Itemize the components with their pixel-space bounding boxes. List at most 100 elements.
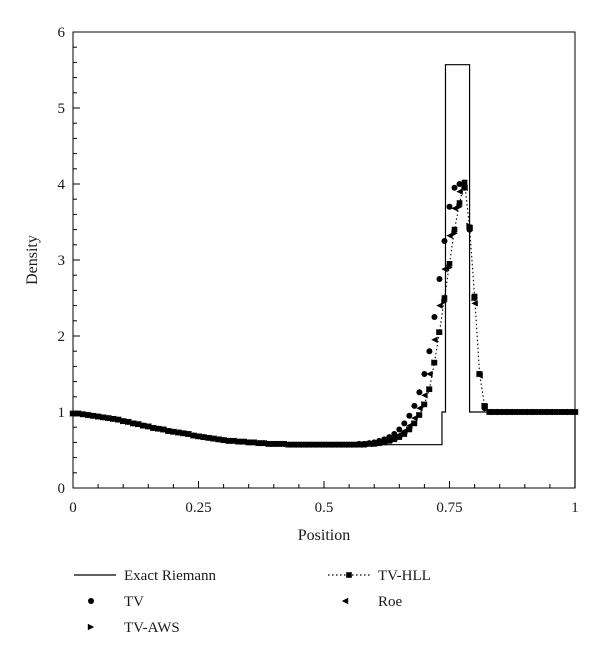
data-point (165, 427, 172, 435)
data-point (441, 295, 448, 301)
data-point (381, 438, 388, 445)
data-point (335, 441, 343, 448)
data-point (340, 441, 348, 448)
data-point (185, 430, 192, 438)
data-point (526, 408, 534, 416)
data-point (481, 403, 488, 410)
data-point (114, 416, 122, 423)
data-point (516, 408, 523, 416)
data-point (270, 440, 277, 448)
data-point (250, 439, 257, 446)
data-point (305, 441, 313, 448)
y-axis-label: Density (24, 235, 41, 285)
data-point (225, 437, 232, 445)
data-point (486, 408, 493, 416)
data-point (99, 414, 107, 421)
data-point (220, 436, 227, 444)
legend-label: TV-HLL (378, 568, 431, 584)
data-point (406, 422, 413, 429)
data-point (150, 424, 157, 432)
y-tick-label: 5 (58, 101, 66, 117)
x-tick-label: 0 (69, 500, 77, 516)
data-point (451, 184, 458, 191)
data-point (426, 386, 433, 392)
data-point (280, 440, 288, 448)
series-tv (70, 181, 578, 448)
data-point (155, 425, 162, 432)
data-point (371, 439, 378, 447)
data-point (79, 411, 87, 418)
data-point (561, 408, 569, 416)
data-point (260, 439, 267, 447)
data-point (426, 370, 433, 378)
data-point (295, 441, 303, 448)
data-point (84, 411, 92, 419)
data-point (411, 414, 418, 422)
x-tick-label: 0.25 (185, 500, 211, 516)
plot-area (69, 64, 579, 488)
data-point (310, 441, 318, 448)
data-point (546, 408, 554, 416)
y-tick-label: 0 (58, 481, 66, 497)
data-point (180, 430, 187, 437)
data-point (120, 417, 127, 425)
legend-item-exact-riemann: Exact Riemann (74, 568, 217, 584)
data-point (210, 435, 217, 442)
data-point (441, 265, 448, 273)
data-point (300, 441, 308, 448)
data-point (436, 302, 443, 309)
data-point (245, 439, 252, 446)
data-point (461, 184, 468, 191)
plot-frame (72, 31, 576, 489)
x-tick-label: 0.5 (315, 500, 334, 516)
data-point (416, 412, 423, 418)
y-tick-label: 4 (58, 177, 66, 193)
axes: 0 0.25 0.5 0.75 1 0 1 2 3 4 5 6 (58, 25, 579, 516)
data-point (130, 420, 137, 427)
data-point (456, 200, 463, 206)
data-point (556, 408, 564, 416)
data-point (205, 434, 212, 442)
data-point (275, 440, 283, 448)
data-point (466, 224, 473, 232)
data-point (476, 372, 483, 379)
data-point (406, 426, 413, 433)
data-point (325, 441, 333, 448)
data-point (446, 203, 453, 210)
data-point (406, 412, 413, 419)
data-point (456, 181, 463, 187)
y-tick-label: 6 (58, 25, 66, 41)
data-point (461, 179, 468, 186)
legend-label: TV (124, 594, 144, 610)
data-point (536, 408, 544, 416)
x-axis-label: Position (298, 527, 350, 544)
x-tick-label: 0.75 (436, 500, 462, 516)
data-point (255, 439, 262, 447)
data-point (411, 420, 418, 427)
data-point (446, 232, 453, 239)
legend-item-roe: Roe (341, 594, 403, 610)
data-point (421, 371, 428, 377)
data-point (416, 389, 423, 396)
data-point (421, 392, 428, 399)
data-point (89, 412, 97, 419)
data-point (411, 402, 418, 409)
data-point (240, 438, 247, 445)
data-point (456, 188, 463, 195)
legend-marker-swatch (341, 597, 349, 605)
data-point (290, 441, 298, 448)
data-point (396, 426, 403, 433)
data-point (200, 433, 207, 441)
data-point (421, 401, 428, 408)
data-point (521, 408, 528, 416)
legend-marker-swatch (88, 598, 94, 604)
data-point (501, 408, 508, 416)
data-point (541, 408, 549, 416)
data-point (376, 439, 383, 446)
data-point (491, 408, 498, 416)
data-point (416, 405, 423, 412)
legend-item-tv: TV (88, 594, 144, 610)
legend-label: Roe (378, 594, 403, 610)
data-point (446, 261, 453, 267)
data-point (109, 415, 117, 423)
